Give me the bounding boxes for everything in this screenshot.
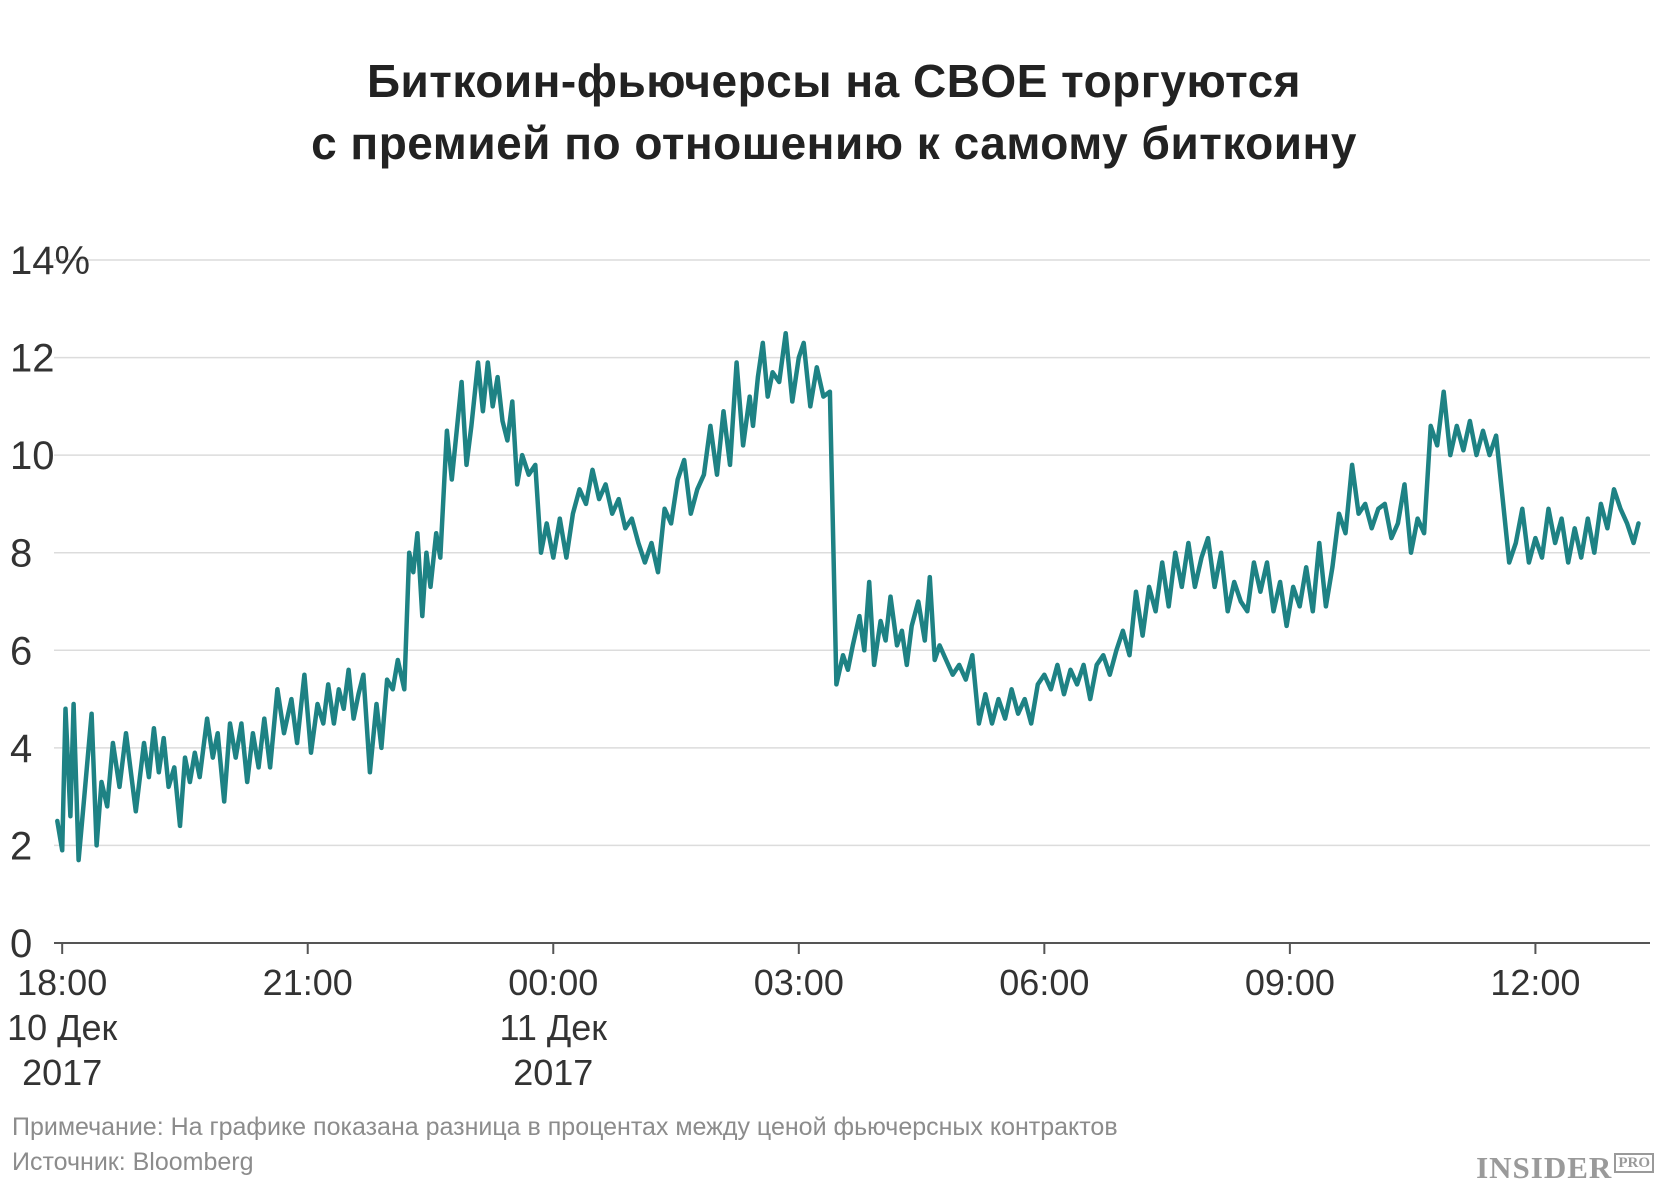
y-tick-label: 6 — [10, 629, 32, 673]
series-line — [55, 330, 1641, 863]
x-tick-label: 12:00 — [1490, 962, 1580, 1003]
x-tick-label: 11 Дек — [499, 1007, 607, 1048]
x-tick-label: 09:00 — [1245, 962, 1335, 1003]
x-tick-label: 00:00 — [508, 962, 598, 1003]
x-tick-label: 03:00 — [754, 962, 844, 1003]
logo-text: INSIDER — [1476, 1150, 1613, 1185]
chart-title-line-2: с премией по отношению к самому биткоину — [311, 117, 1357, 169]
logo-badge: PRO — [1614, 1152, 1654, 1173]
chart-title-line-1: Биткоин-фьючерсы на CBOE торгуются — [366, 55, 1302, 107]
insider-pro-logo: INSIDER PRO — [1476, 1150, 1654, 1186]
x-tick-label: 2017 — [513, 1052, 593, 1093]
x-tick-label: 2017 — [22, 1052, 102, 1093]
x-tick-label: 10 Дек — [7, 1007, 117, 1048]
y-tick-label: 0 — [10, 922, 32, 966]
y-tick-label: 12 — [10, 337, 55, 381]
y-tick-label: 2 — [10, 824, 32, 868]
x-tick-label: 21:00 — [263, 962, 353, 1003]
chart-note: Примечание: На графике показана разница … — [12, 1113, 1118, 1141]
y-tick-label: 4 — [10, 727, 32, 771]
x-tick-label: 18:00 — [17, 962, 107, 1003]
chart-title: Биткоин-фьючерсы на CBOE торгуются с пре… — [0, 50, 1668, 174]
y-tick-label: 14% — [10, 239, 90, 283]
chart-source: Источник: Bloomberg — [12, 1148, 254, 1176]
y-tick-label: 8 — [10, 532, 32, 576]
series-layer — [55, 330, 1641, 863]
y-tick-label: 10 — [10, 434, 55, 478]
axes — [54, 942, 1650, 954]
x-tick-label: 06:00 — [999, 962, 1089, 1003]
